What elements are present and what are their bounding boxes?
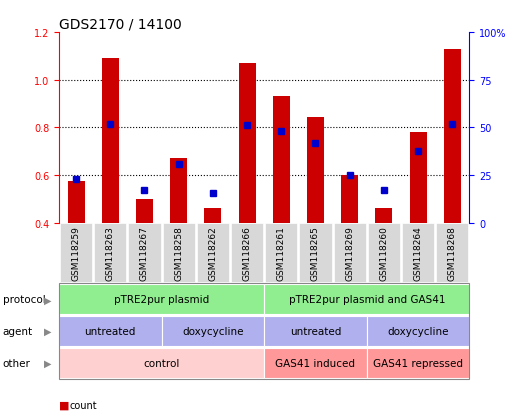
Text: ▶: ▶: [44, 326, 51, 337]
Text: GSM118265: GSM118265: [311, 225, 320, 280]
Text: doxycycline: doxycycline: [387, 326, 449, 337]
Bar: [273, 97, 290, 223]
Bar: [376, 209, 392, 223]
Text: GSM118266: GSM118266: [243, 225, 251, 280]
Bar: [136, 199, 153, 223]
Text: GDS2170 / 14100: GDS2170 / 14100: [59, 18, 182, 32]
Text: GAS41 induced: GAS41 induced: [275, 358, 356, 368]
Text: untreated: untreated: [85, 326, 136, 337]
Text: other: other: [3, 358, 30, 368]
Text: GSM118267: GSM118267: [140, 225, 149, 280]
Text: ■: ■: [59, 400, 69, 410]
Text: protocol: protocol: [3, 294, 45, 305]
Text: pTRE2pur plasmid: pTRE2pur plasmid: [114, 294, 209, 305]
Text: GSM118268: GSM118268: [448, 225, 457, 280]
Text: ▶: ▶: [44, 294, 51, 305]
Text: count: count: [69, 400, 97, 410]
Bar: [239, 64, 255, 223]
Text: agent: agent: [3, 326, 33, 337]
Bar: [341, 176, 358, 223]
Text: GSM118261: GSM118261: [277, 225, 286, 280]
Text: ▶: ▶: [44, 358, 51, 368]
Text: GSM118259: GSM118259: [72, 225, 81, 280]
Text: GAS41 repressed: GAS41 repressed: [373, 358, 463, 368]
Bar: [409, 133, 427, 223]
Bar: [204, 209, 222, 223]
Bar: [68, 181, 85, 223]
Bar: [307, 117, 324, 223]
Text: GSM118263: GSM118263: [106, 225, 115, 280]
Bar: [170, 159, 187, 223]
Text: GSM118262: GSM118262: [208, 225, 218, 280]
Text: GSM118258: GSM118258: [174, 225, 183, 280]
Text: control: control: [144, 358, 180, 368]
Text: GSM118264: GSM118264: [413, 225, 423, 280]
Bar: [444, 50, 461, 223]
Text: GSM118269: GSM118269: [345, 225, 354, 280]
Text: untreated: untreated: [290, 326, 341, 337]
Text: GSM118260: GSM118260: [380, 225, 388, 280]
Text: doxycycline: doxycycline: [182, 326, 244, 337]
Bar: [102, 59, 119, 223]
Text: pTRE2pur plasmid and GAS41: pTRE2pur plasmid and GAS41: [288, 294, 445, 305]
